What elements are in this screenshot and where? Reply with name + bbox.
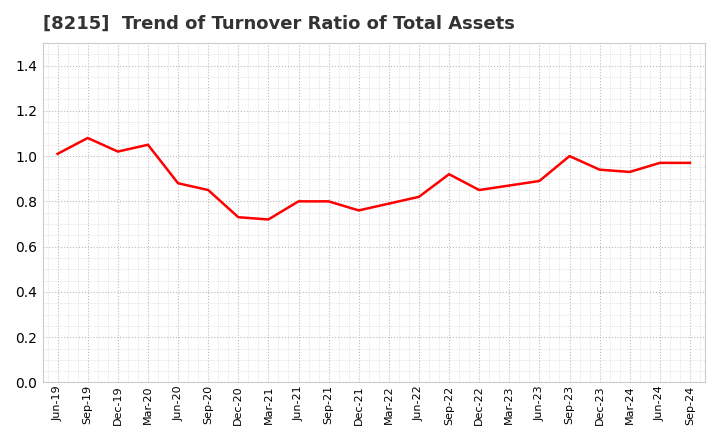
Text: [8215]  Trend of Turnover Ratio of Total Assets: [8215] Trend of Turnover Ratio of Total … xyxy=(42,15,514,33)
